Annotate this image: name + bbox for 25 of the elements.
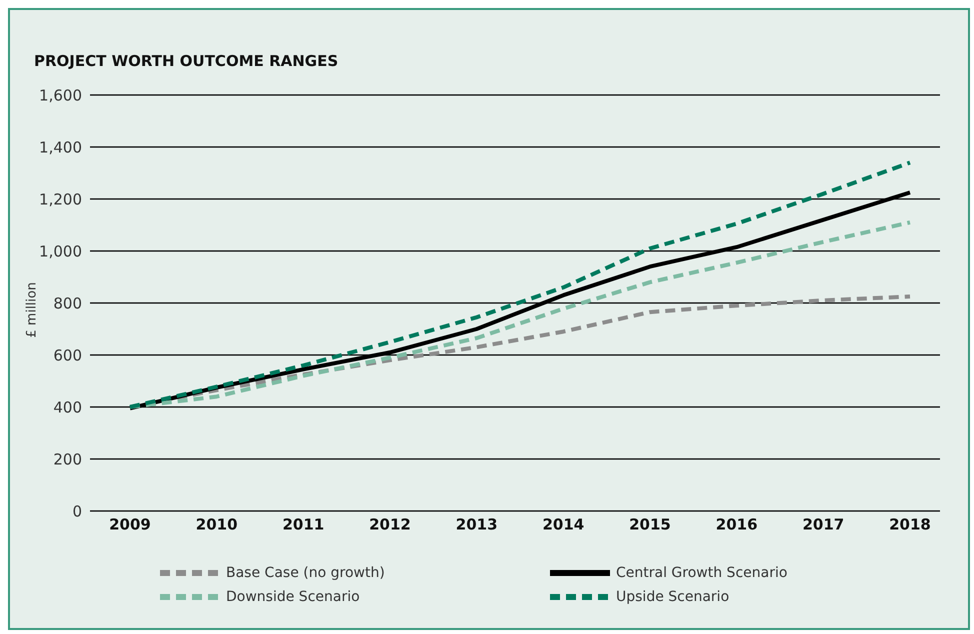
- y-tick-label: 1,200: [39, 190, 82, 208]
- legend-label: Upside Scenario: [616, 589, 730, 605]
- y-tick-label: 0: [72, 502, 82, 520]
- legend-label: Downside Scenario: [226, 589, 360, 605]
- y-tick-label: 200: [53, 450, 82, 468]
- x-tick-label: 2012: [369, 516, 411, 534]
- x-tick-label: 2015: [629, 516, 671, 534]
- y-tick-label: 400: [53, 398, 82, 416]
- legend-label: Central Growth Scenario: [616, 565, 788, 581]
- y-tick-label: 1,400: [39, 138, 82, 156]
- x-tick-label: 2016: [716, 516, 758, 534]
- legend-label: Base Case (no growth): [226, 565, 385, 581]
- x-tick-label: 2013: [456, 516, 498, 534]
- x-tick-label: 2017: [802, 516, 844, 534]
- x-tick-label: 2010: [196, 516, 238, 534]
- y-axis-title: £ million: [24, 282, 40, 338]
- x-tick-label: 2009: [109, 516, 151, 534]
- x-tick-label: 2014: [542, 516, 584, 534]
- y-tick-label: 1,000: [39, 242, 82, 260]
- y-tick-label: 1,600: [39, 86, 82, 104]
- y-tick-label: 800: [53, 294, 82, 312]
- x-tick-label: 2011: [282, 516, 324, 534]
- chart-title: PROJECT WORTH OUTCOME RANGES: [34, 52, 338, 70]
- y-tick-label: 600: [53, 346, 82, 364]
- x-tick-label: 2018: [889, 516, 931, 534]
